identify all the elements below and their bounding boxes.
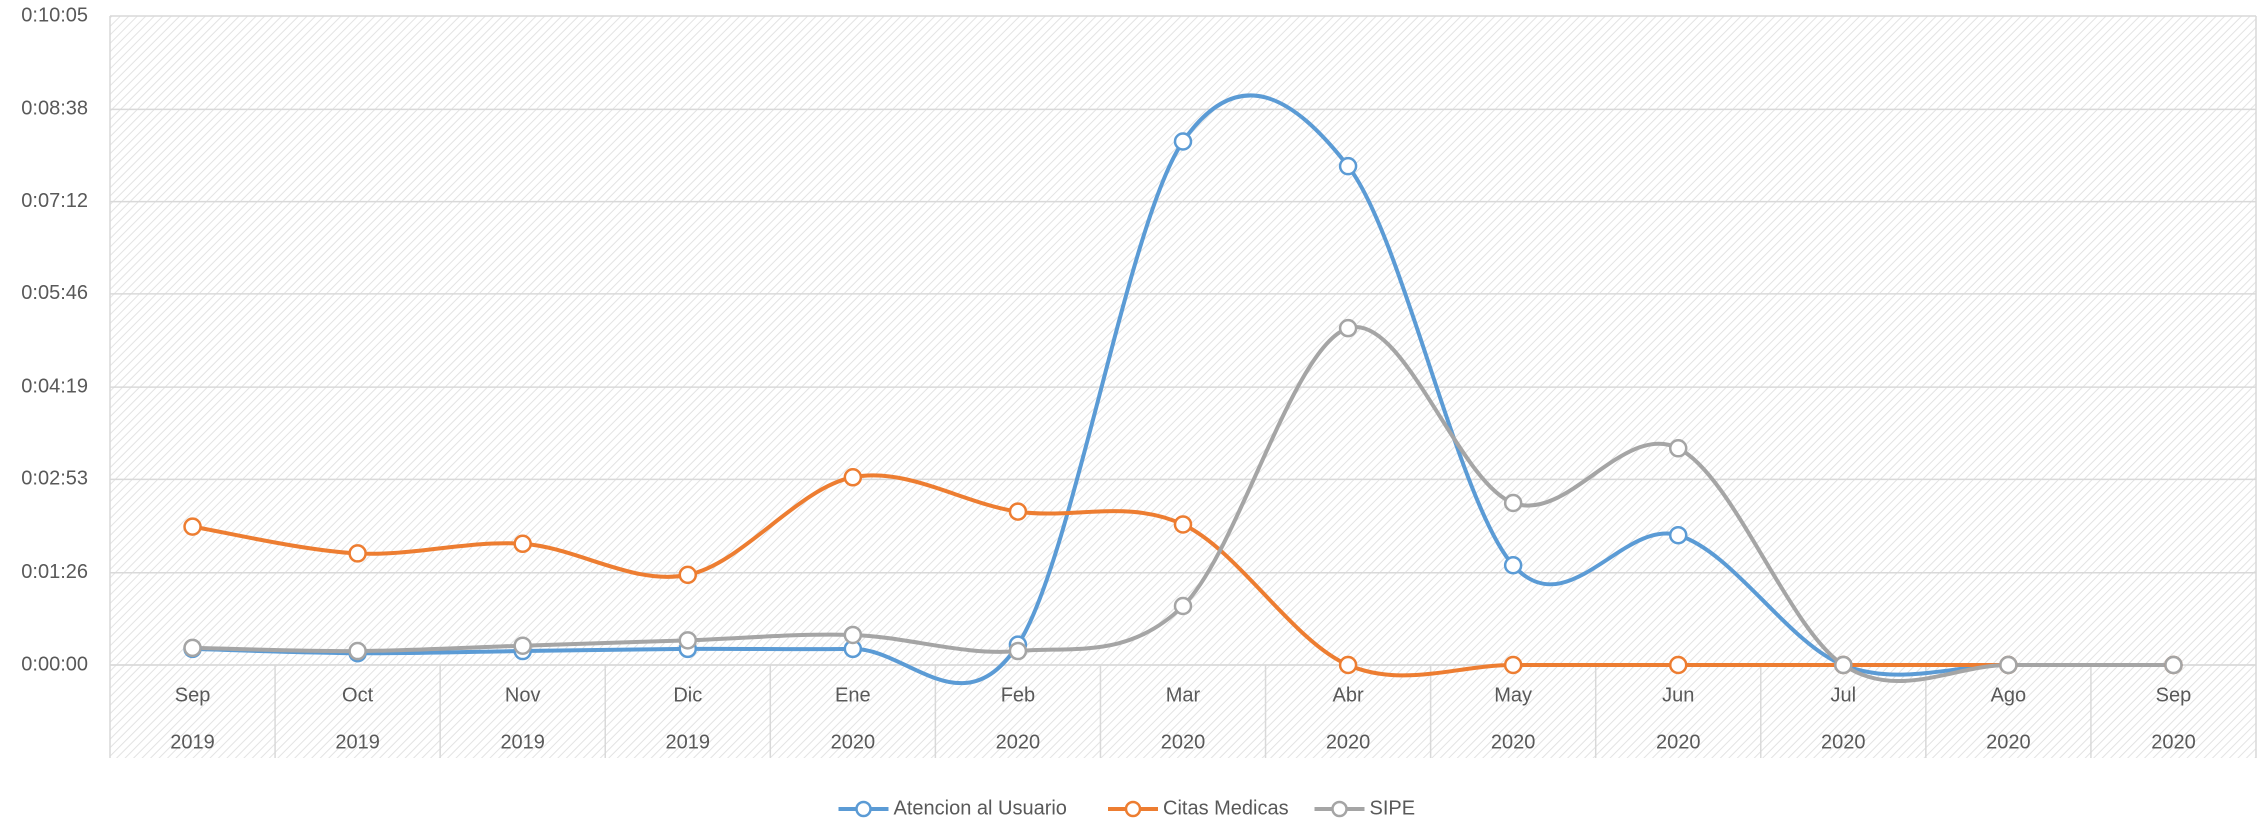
data-point [1173, 132, 1193, 151]
x-tick-year: 2020 [1326, 731, 1371, 753]
x-tick-year: 2020 [996, 731, 1041, 753]
x-tick-label: Nov [505, 684, 541, 706]
x-tick-label: Jun [1662, 684, 1694, 706]
legend-label: Citas Medicas [1163, 797, 1289, 819]
data-point [1503, 655, 1523, 675]
data-point [1668, 655, 1688, 675]
x-tick-label: Sep [175, 684, 211, 706]
data-point [1338, 655, 1358, 675]
x-tick-label: Jul [1831, 684, 1857, 706]
data-point [1008, 641, 1028, 661]
x-tick-label: Ago [1991, 684, 2027, 706]
data-point [348, 641, 367, 661]
x-tick-label: Abr [1333, 684, 1364, 706]
series-line [190, 325, 2176, 683]
x-tick-year: 2019 [335, 731, 380, 753]
legend-label: Atencion al Usuario [894, 797, 1067, 819]
y-tick-label: 0:08:38 [21, 98, 88, 120]
x-tick-label: Feb [1001, 684, 1035, 706]
legend-marker [855, 800, 872, 818]
data-point [183, 517, 202, 536]
x-tick-year: 2020 [1656, 731, 1701, 753]
x-tick-label: Sep [2156, 684, 2192, 706]
data-point [513, 636, 532, 655]
y-tick-label: 0:10:05 [21, 4, 88, 26]
data-point [1668, 525, 1688, 545]
data-point [1503, 555, 1523, 575]
x-tick-label: Mar [1166, 684, 1201, 706]
x-tick-year: 2019 [500, 731, 545, 753]
data-point [2164, 655, 2183, 675]
x-tick-year: 2020 [2151, 731, 2196, 753]
data-point [678, 565, 698, 585]
series-line [190, 93, 2176, 685]
data-point [1173, 596, 1193, 616]
data-point [1173, 515, 1193, 534]
data-point [678, 631, 698, 650]
x-tick-label: Oct [342, 684, 374, 706]
x-tick-year: 2020 [1161, 731, 1206, 753]
x-tick-label: Ene [835, 684, 871, 706]
y-tick-label: 0:00:00 [21, 653, 88, 675]
data-point [1834, 655, 1853, 675]
data-point [1668, 439, 1688, 458]
data-point [1999, 655, 2018, 675]
data-point [1338, 156, 1358, 176]
y-tick-label: 0:05:46 [21, 282, 88, 304]
data-point [1503, 493, 1523, 513]
x-tick-year: 2019 [666, 731, 711, 753]
x-tick-year: 2020 [831, 731, 876, 753]
data-point [183, 638, 202, 658]
data-point [843, 468, 863, 487]
legend-marker [1331, 800, 1348, 818]
y-tick-label: 0:01:26 [21, 561, 88, 583]
x-tick-year: 2020 [1986, 731, 2031, 753]
legend-label: SIPE [1370, 797, 1416, 819]
data-point [1338, 318, 1358, 338]
y-tick-label: 0:04:19 [21, 375, 88, 397]
x-tick-year: 2020 [1821, 731, 1866, 753]
data-point [348, 544, 367, 563]
x-tick-year: 2020 [1491, 731, 1536, 753]
data-point [843, 625, 863, 645]
x-tick-year: 2019 [170, 731, 215, 753]
y-tick-label: 0:02:53 [21, 468, 88, 490]
data-point [1008, 502, 1028, 521]
y-tick-label: 0:07:12 [21, 190, 88, 212]
legend-marker [1124, 800, 1142, 818]
data-point [513, 534, 532, 554]
x-tick-label: May [1494, 684, 1532, 706]
x-tick-label: Dic [673, 684, 702, 706]
